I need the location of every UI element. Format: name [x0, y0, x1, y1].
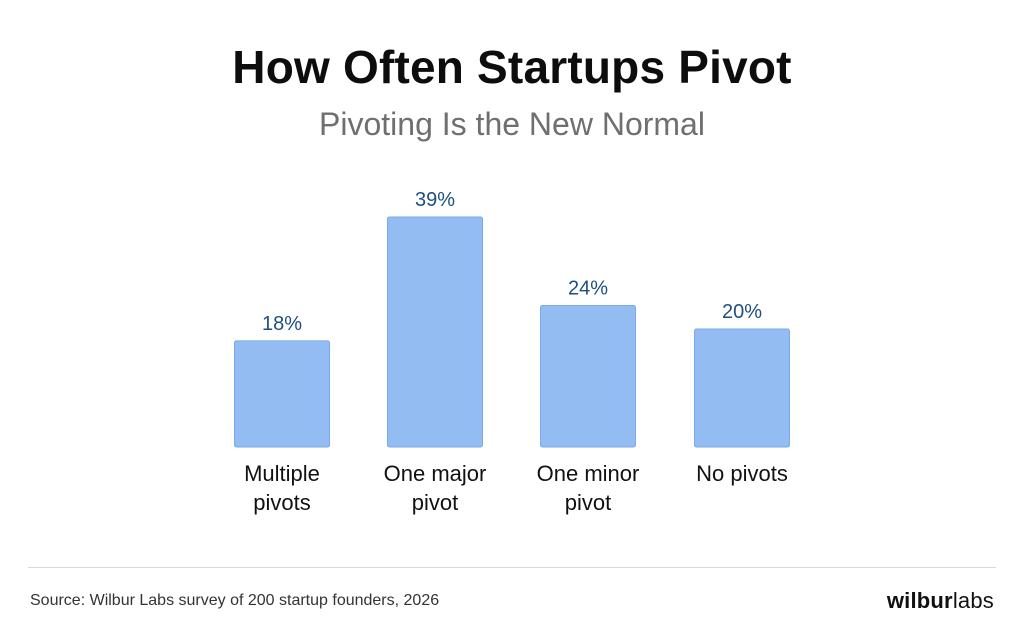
logo-wordmark-bold: wilbur — [886, 588, 953, 613]
category-label-1-line-0: One major — [384, 461, 487, 486]
source-note: Source: Wilbur Labs survey of 200 startu… — [30, 592, 440, 609]
value-label-1: 39% — [415, 189, 455, 211]
value-label-3: 20% — [722, 301, 762, 323]
bar-2 — [540, 304, 636, 448]
value-label-0: 18% — [262, 313, 302, 335]
chart-title: How Often Startups Pivot — [232, 41, 792, 93]
footer-divider — [28, 567, 996, 568]
category-label-0-line-0: Multiple — [244, 461, 320, 486]
chart-subtitle: Pivoting Is the New Normal — [319, 106, 705, 142]
bar-1 — [387, 216, 483, 448]
category-label-0-line-1: pivots — [253, 490, 310, 515]
bar-chart: 18% Multiple pivots 39% One major pivot 24% One… — [234, 189, 790, 515]
category-label-2-line-0: One minor — [537, 461, 640, 486]
logo-wordmark-light: labs — [952, 588, 994, 613]
wilburlabs-logo: wilburlabs — [887, 588, 994, 614]
value-label-2: 24% — [568, 277, 608, 299]
category-label-2-line-1: pivot — [565, 490, 611, 515]
bar-0 — [234, 340, 330, 448]
category-label-3-line-0: No pivots — [696, 461, 788, 486]
bar-3 — [694, 328, 790, 448]
category-label-1-line-1: pivot — [412, 490, 458, 515]
